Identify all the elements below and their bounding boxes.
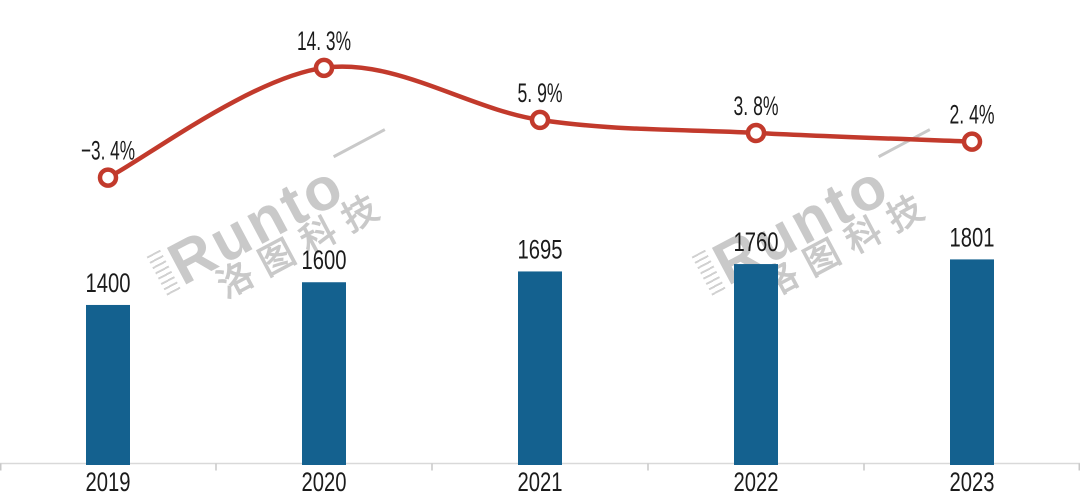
growth-label-2021: 5. 9% — [518, 78, 563, 108]
bar-2021 — [518, 271, 562, 465]
growth-point-2019 — [97, 167, 119, 188]
bar-2019 — [86, 304, 130, 465]
growth-point-2021 — [529, 109, 551, 131]
growth-point-2020 — [313, 57, 335, 79]
x-axis-label-2020: 2020 — [302, 467, 347, 497]
bar-2023 — [950, 259, 994, 465]
growth-label-2022: 3. 8% — [734, 91, 779, 121]
x-axis-label-2019: 2019 — [86, 467, 131, 497]
bar-2020 — [302, 282, 346, 465]
growth-label-2020: 14. 3% — [297, 26, 351, 56]
x-axis-label-2021: 2021 — [518, 467, 563, 497]
growth-point-2022 — [745, 122, 767, 144]
bar-value-label-2022: 1760 — [734, 227, 779, 257]
bar-2022 — [734, 264, 778, 465]
x-axis-label-2023: 2023 — [950, 467, 995, 497]
bar-value-label-2020: 1600 — [302, 245, 347, 275]
bar-value-label-2021: 1695 — [518, 234, 563, 264]
growth-label-2019: −3. 4% — [81, 136, 135, 166]
growth-label-2023: 2. 4% — [950, 100, 995, 130]
bar-value-label-2019: 1400 — [86, 268, 131, 298]
growth-point-2023 — [961, 131, 983, 152]
bar-value-label-2023: 1801 — [950, 222, 995, 252]
x-axis-label-2022: 2022 — [734, 467, 779, 497]
